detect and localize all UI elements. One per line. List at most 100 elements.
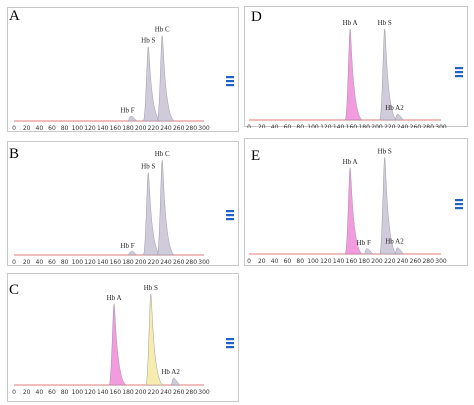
peak-label: Hb A — [107, 294, 122, 302]
gel-band — [226, 346, 234, 349]
x-tick-label: 160 — [346, 258, 358, 265]
gel-band — [455, 203, 463, 206]
x-tick-label: 60 — [284, 124, 292, 128]
x-tick-label: 40 — [271, 124, 279, 128]
x-tick-label: 100 — [72, 125, 84, 132]
x-tick-label: 60 — [48, 389, 56, 396]
peak-hb-c — [157, 35, 175, 122]
x-tick-label: 160 — [110, 125, 122, 132]
x-tick-label: 80 — [296, 124, 304, 128]
gel-band — [455, 71, 463, 74]
panel-label-c: C — [9, 282, 20, 298]
x-tick-label: 240 — [160, 125, 172, 132]
chart-panel-b: Hb FHb SHb C0 20 40 60 80 100 120 140 160 180 200 2… — [12, 150, 234, 266]
x-tick-label: 120 — [84, 389, 96, 396]
x-tick-label: 220 — [384, 124, 396, 128]
x-tick-label: 280 — [422, 124, 434, 128]
x-tick-label: 300 — [198, 259, 210, 266]
x-tick-label: 40 — [271, 258, 279, 265]
x-tick-label: 220 — [384, 258, 396, 265]
peak-label: Hb A — [343, 19, 358, 27]
x-tick-label: 260 — [410, 258, 422, 265]
x-tick-label: 20 — [23, 389, 31, 396]
x-tick-label: 60 — [48, 125, 56, 132]
x-tick-label: 300 — [198, 389, 210, 396]
gel-band — [226, 218, 234, 221]
chart-panel-d: Hb A Hb S Hb A2 0 20 40 60 80 100 120 140 160 180 200… — [247, 19, 463, 128]
peak-hb-s — [145, 293, 164, 386]
peak-label: Hb S — [378, 147, 392, 155]
panel-d: Hb A Hb S Hb A2 0 20 40 60 80 100 120 140 160 180 200… — [244, 6, 468, 128]
gel-band — [226, 76, 234, 79]
peak-label: Hb S — [378, 19, 392, 27]
x-tick-label: 140 — [97, 259, 109, 266]
x-tick-label: 20 — [258, 124, 266, 128]
x-tick-label: 0 — [247, 258, 251, 265]
panel-b: Hb F Hb S Hb C 0 20 40 60 80 100 120 140 160 180 200 2… — [7, 141, 239, 266]
peak-label: Hb A2 — [385, 104, 404, 112]
chart-panel-c: Hb A Hb S Hb A2 0 20 40 60 80 100 120 140 160 180 200… — [12, 284, 234, 396]
panel-label-a: A — [9, 8, 20, 24]
peak-hb-f — [363, 248, 374, 255]
x-tick-label: 100 — [72, 389, 84, 396]
peak-hb-s — [143, 46, 161, 122]
x-tick-label: 20 — [23, 125, 31, 132]
x-tick-label: 220 — [148, 259, 160, 266]
x-tick-label: 0 — [12, 389, 16, 396]
x-tick-label: 20 — [258, 258, 266, 265]
x-tick-label: 260 — [173, 389, 185, 396]
peak-label: Hb F — [120, 242, 134, 250]
x-tick-label: 200 — [371, 258, 383, 265]
x-tick-label: 220 — [148, 125, 160, 132]
x-tick-label: 40 — [36, 259, 44, 266]
x-tick-label: 180 — [122, 259, 134, 266]
x-tick-label: 140 — [97, 389, 109, 396]
x-tick-label: 300 — [435, 124, 447, 128]
panel-a: Hb F Hb S Hb C 0 20 40 60 80 100 120 140 160 180 200 2… — [7, 7, 239, 132]
gel-band — [226, 338, 234, 341]
x-tick-label: 100 — [72, 259, 84, 266]
gel-band — [455, 207, 463, 210]
gel-band — [455, 199, 463, 202]
x-tick-label: 80 — [61, 125, 69, 132]
x-tick-label: 120 — [320, 258, 332, 265]
peak-label: Hb F — [357, 239, 371, 247]
x-tick-label: 0 — [12, 125, 16, 132]
x-tick-label: 120 — [84, 259, 96, 266]
x-tick-label: 60 — [284, 258, 292, 265]
gel-band — [455, 67, 463, 70]
x-tick-label: 240 — [397, 258, 409, 265]
x-tick-label: 260 — [410, 124, 422, 128]
x-tick-label: 0 — [12, 259, 16, 266]
peak-label: Hb F — [120, 106, 134, 114]
x-tick-label: 200 — [135, 259, 147, 266]
x-tick-label: 100 — [307, 258, 319, 265]
peak-hb-c — [157, 160, 175, 256]
chart-panel-e: Hb A Hb F Hb S Hb A2 0 20 40 60 80 100 120 140 160 18… — [247, 147, 463, 265]
peak-hb-s — [379, 28, 398, 121]
peak-hb-f — [127, 116, 137, 122]
x-tick-label: 280 — [422, 258, 434, 265]
x-tick-label: 260 — [173, 259, 185, 266]
peak-label: Hb S — [141, 163, 155, 171]
gel-band-icon — [226, 76, 234, 87]
gel-band — [226, 80, 234, 83]
peak-hb-a — [344, 167, 363, 255]
x-tick-label: 280 — [186, 125, 198, 132]
x-tick-label: 240 — [160, 259, 172, 266]
x-tick-label: 60 — [48, 259, 56, 266]
gel-band — [226, 214, 234, 217]
x-tick-label: 180 — [122, 389, 134, 396]
x-tick-label: 140 — [97, 125, 109, 132]
x-tick-label: 120 — [320, 124, 332, 128]
panel-c: Hb A Hb S Hb A2 0 20 40 60 80 100 120 140 160 180 200… — [7, 273, 239, 402]
x-tick-label: 180 — [358, 258, 370, 265]
chart-panel-a: Hb FHb SHb C0 20 40 60 80 100 120 140 160 180 200 2… — [12, 25, 234, 132]
x-tick-label: 40 — [36, 125, 44, 132]
panel-label-e: E — [251, 148, 261, 164]
peak-hb-a2 — [394, 113, 404, 121]
x-tick-label: 120 — [84, 125, 96, 132]
peak-label: Hb C — [155, 25, 170, 33]
x-tick-label: 200 — [135, 125, 147, 132]
